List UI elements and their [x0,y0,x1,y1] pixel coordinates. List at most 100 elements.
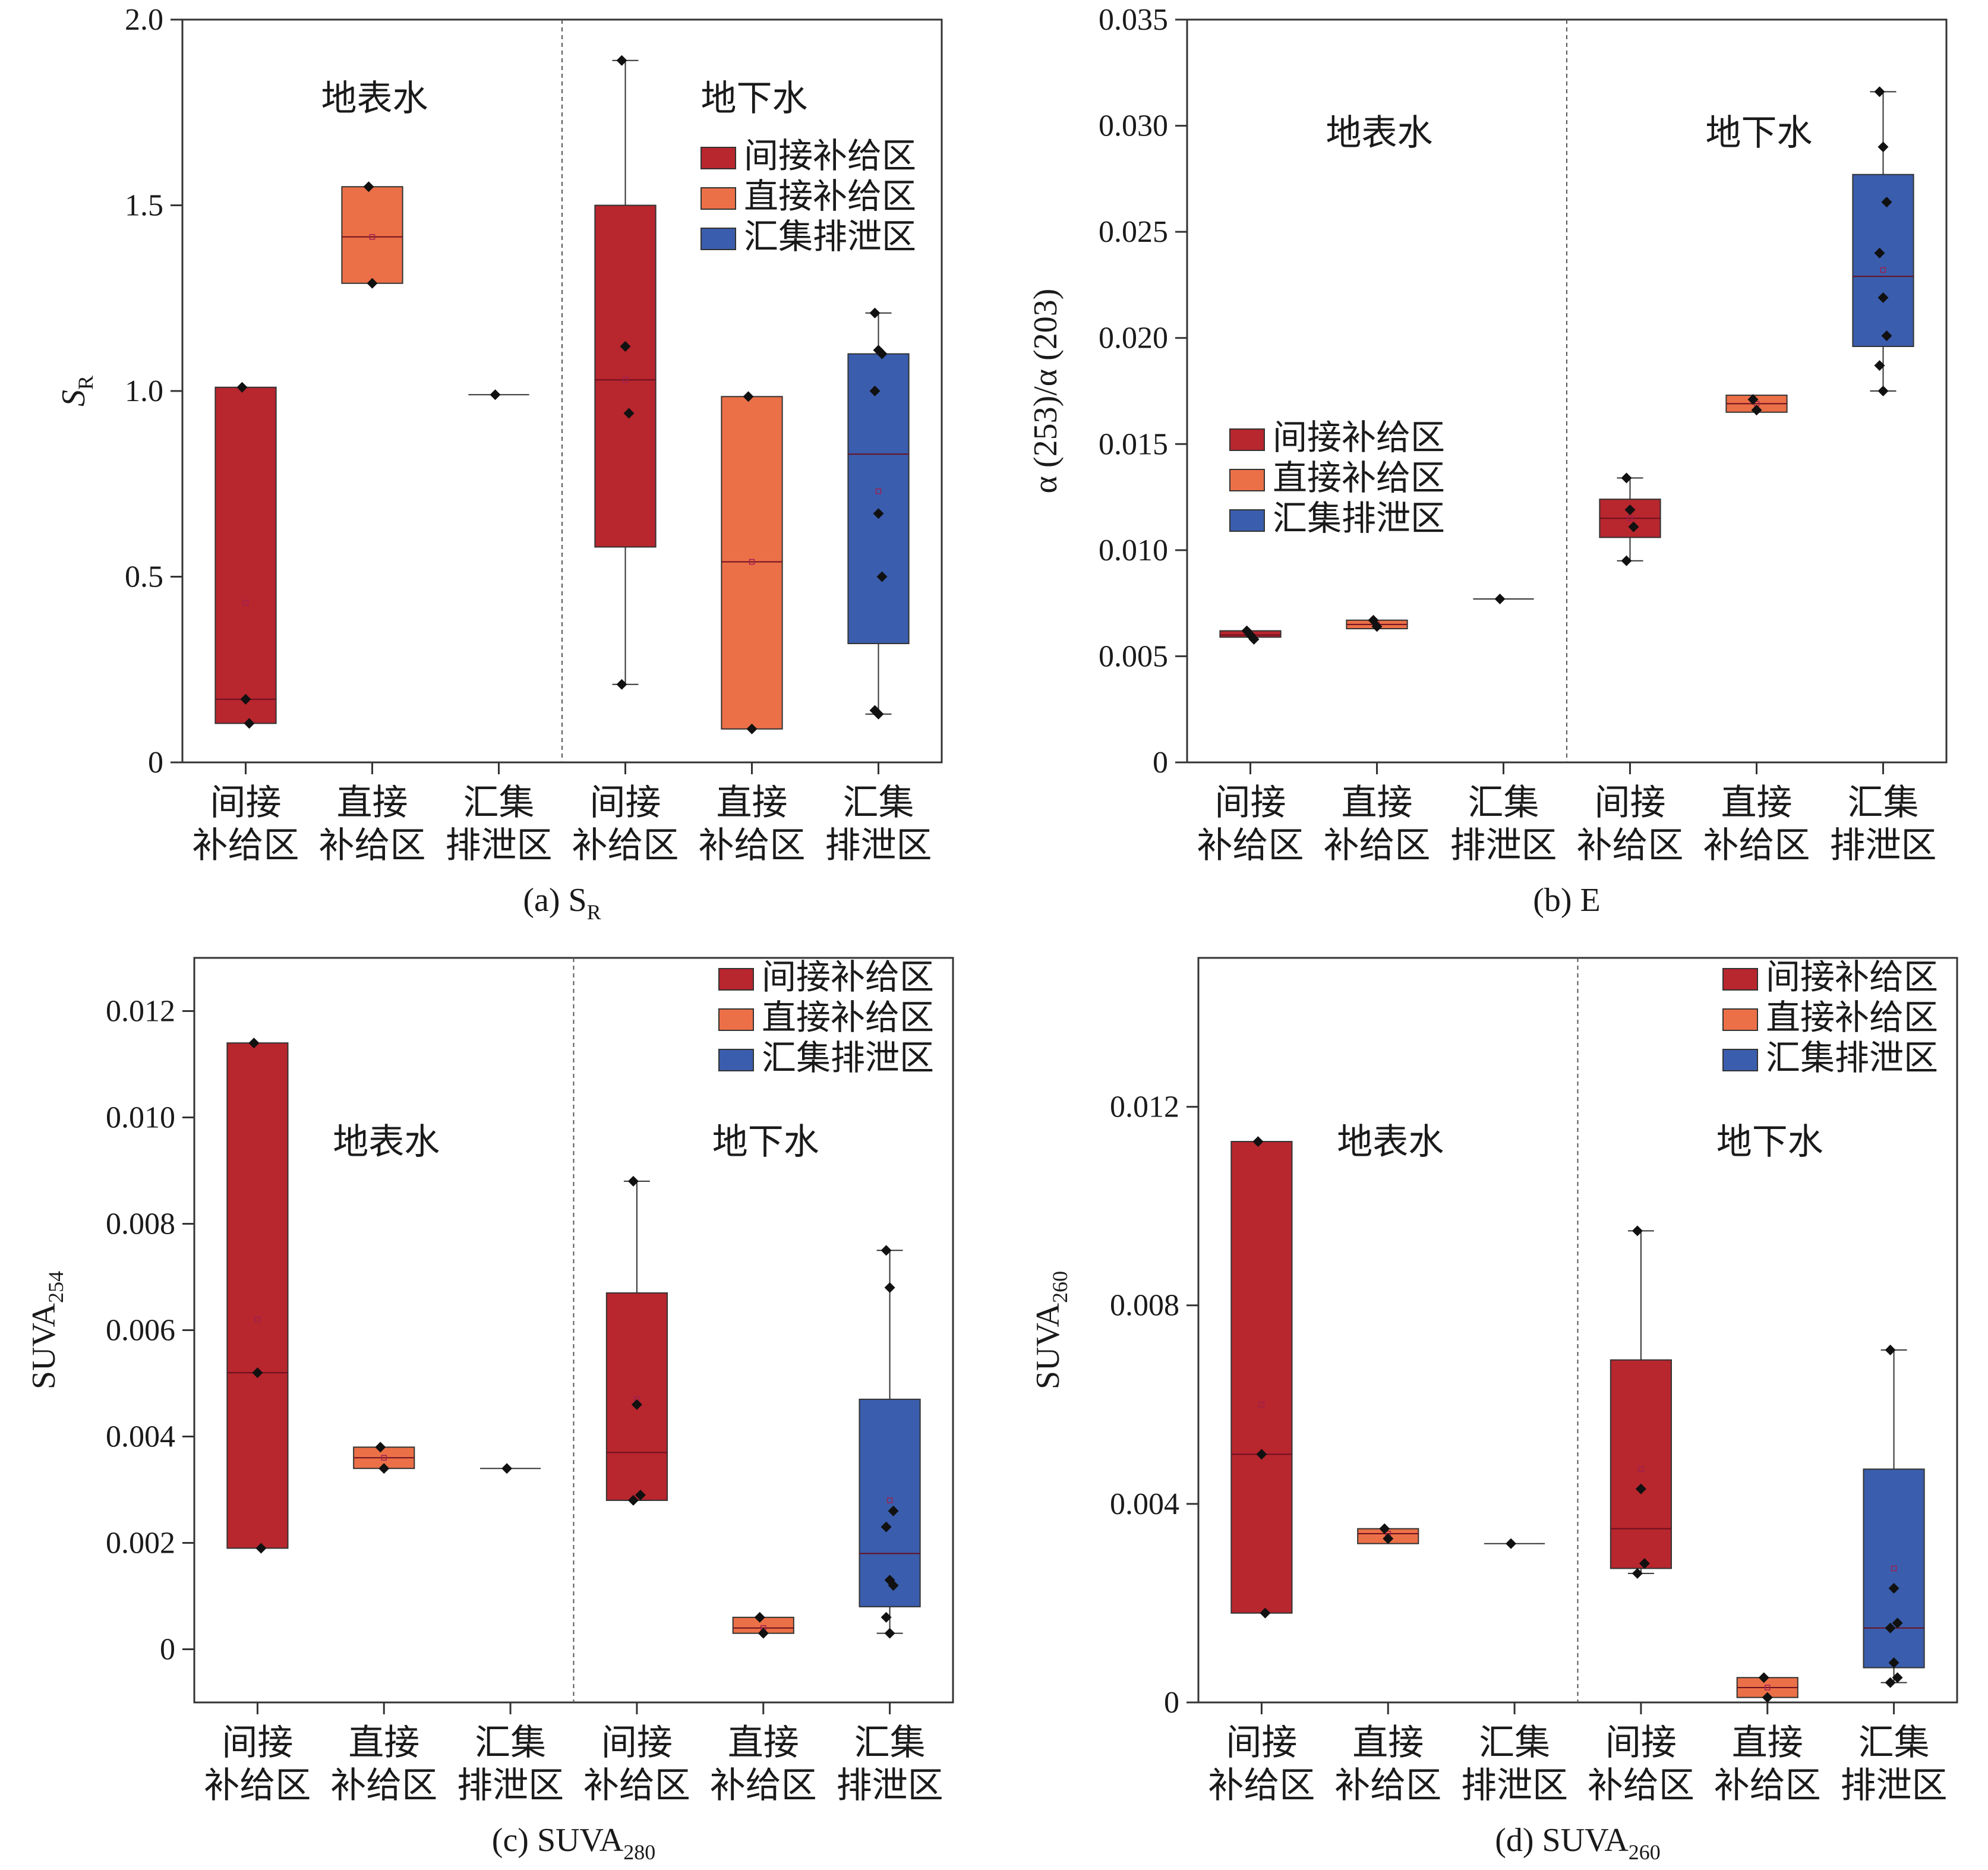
box-3 [1473,594,1534,604]
y-tick-label: 0.025 [1099,215,1168,249]
data-point [1892,1672,1903,1683]
x-tick-label: 直接 [348,1722,419,1764]
data-point [1888,1582,1899,1594]
data-point [616,55,627,66]
x-tick-label: 汇集 [843,782,914,824]
legend-swatch [700,187,736,210]
data-point [1877,386,1889,396]
x-tick-label: 补给区 [1577,825,1684,866]
data-point [1379,1523,1390,1534]
data-point [754,1612,765,1623]
y-tick-label: 0.008 [1110,1289,1179,1323]
data-point [367,277,378,289]
box-3 [468,389,529,401]
data-point [746,723,758,734]
box-1 [214,381,277,729]
x-tick-label: 汇集 [1479,1722,1550,1764]
mean-marker [622,377,629,383]
legend-label: 直接补给区 [744,176,916,216]
box-6 [859,1245,921,1639]
legend-swatch [1229,428,1265,451]
data-point [1885,1677,1896,1688]
data-point [1494,594,1506,604]
y-tick-label: 0.006 [106,1314,175,1348]
y-tick-label: 0.004 [1110,1487,1179,1521]
box-6 [1852,86,1914,396]
mean-marker [242,600,249,606]
data-point [627,1175,639,1187]
x-tick-label: 排泄区 [1841,1765,1948,1806]
x-tick-label: 间接 [1226,1722,1297,1764]
data-point [1628,521,1639,532]
legend-label: 间接补给区 [1766,957,1938,997]
legend-swatch [718,968,754,991]
data-point [758,1628,769,1639]
x-tick-label: 汇集 [1848,782,1919,824]
legend-label: 间接补给区 [744,135,916,176]
data-point [255,1543,267,1554]
data-point [873,708,884,720]
group-label-surface: 地表水 [1326,112,1433,154]
data-point [236,381,248,393]
box-5 [1725,394,1788,416]
mean-marker [749,559,755,565]
data-point [1260,1607,1271,1619]
legend-swatch [700,147,736,169]
data-point [620,341,631,352]
legend-swatch [1229,509,1265,532]
data-point [627,1494,639,1506]
chart-panel-a: 00.51.01.52.0SR间接补给区直接补给区汇集排泄区间接补给区直接补给区… [55,3,943,924]
panel-caption: (a) SR [523,882,601,924]
y-axis-label: α (253)/α (203) [1027,289,1064,494]
data-point [1371,621,1383,632]
mean-marker [875,488,882,494]
x-tick-label: 排泄区 [1461,1765,1568,1806]
legend-swatch [1722,1008,1758,1031]
x-tick-label: 补给区 [1208,1765,1315,1806]
x-tick-label: 补给区 [1324,825,1431,866]
box-3 [480,1463,541,1474]
data-point [244,718,255,729]
data-point [869,307,881,319]
data-point [1877,141,1889,153]
data-point [631,1399,642,1410]
data-point [1881,197,1892,208]
mean-marker [369,234,375,240]
data-point [501,1463,513,1474]
legend-label: 汇集排泄区 [1766,1038,1938,1078]
data-point [363,181,374,193]
x-tick-label: 间接 [1215,782,1286,824]
legend-swatch [718,1008,754,1031]
x-tick-label: 排泄区 [1450,825,1557,866]
y-tick-label: 0.004 [106,1420,175,1454]
box-2 [1346,614,1408,632]
data-point [375,1442,386,1453]
data-point [1248,633,1260,645]
y-tick-label: 0 [160,1633,175,1667]
legend-label: 间接补给区 [762,957,934,997]
mean-marker [381,1455,387,1461]
y-tick-label: 0.015 [1099,427,1168,461]
group-label-ground: 地下水 [1706,112,1813,154]
data-point [1874,86,1885,97]
x-tick-label: 补给区 [193,825,299,866]
data-point [884,1628,895,1639]
x-tick-label: 直接 [728,1722,799,1764]
box-4 [1599,472,1661,566]
group-label-surface: 地表水 [333,1121,440,1163]
box-body [226,1042,289,1549]
data-point [1621,472,1632,484]
data-point [1885,1344,1896,1355]
mean-marker [1880,267,1886,273]
data-point [1639,1558,1650,1569]
box-body [214,386,277,724]
legend-label: 间接补给区 [1273,417,1445,458]
chart-panel-c: 0 0.002 0.004 0.006 0.008 0.010 0.012 SUVA254 间接… [26,957,954,1864]
legend-swatch [1722,968,1758,991]
x-tick-label: 补给区 [1703,825,1810,866]
box-body [721,396,783,730]
data-point [378,1463,390,1474]
mean-marker [1765,1685,1771,1691]
